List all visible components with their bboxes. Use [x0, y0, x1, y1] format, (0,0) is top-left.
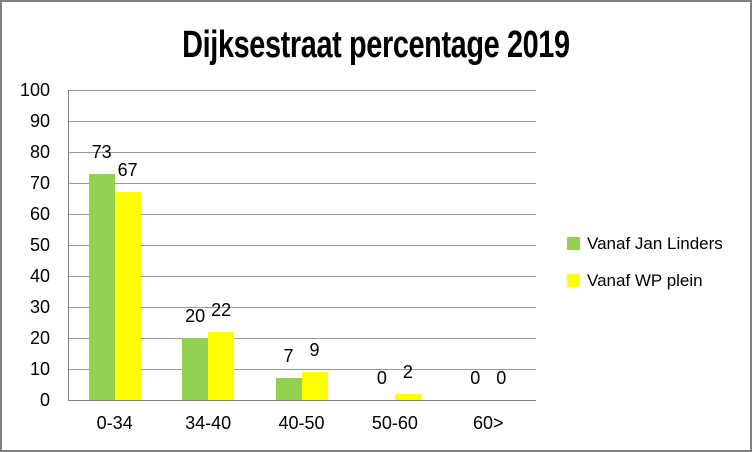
gridline: [69, 276, 536, 277]
bar: [301, 372, 328, 400]
legend-color-swatch-icon: [567, 274, 580, 287]
gridline: [69, 245, 536, 246]
gridline: [69, 183, 536, 184]
data-label: 73: [91, 141, 112, 162]
gridline: [69, 307, 536, 308]
y-tick-label: 40: [29, 266, 50, 286]
bar: [182, 338, 209, 400]
y-tick-label: 0: [39, 390, 50, 410]
plot-area: 73 67 20 22 7 9 0 2 0 0: [68, 90, 536, 401]
gridline: [69, 152, 536, 153]
chart-title: Dijksestraat percentage 2019: [182, 24, 570, 66]
gridline: [69, 214, 536, 215]
gridline: [69, 338, 536, 339]
gridline: [69, 369, 536, 370]
x-tick-label: 34-40: [185, 413, 232, 433]
data-label: 0: [470, 368, 481, 388]
x-tick-label: 0-34: [96, 413, 133, 433]
bar: [114, 192, 141, 400]
data-label: 20: [185, 306, 206, 326]
y-tick-label: 100: [19, 80, 50, 100]
x-tick-label: 40-50: [278, 413, 325, 433]
data-label: 67: [117, 160, 138, 181]
legend-color-swatch-icon: [567, 237, 580, 250]
legend-label: Vanaf WP plein: [587, 271, 703, 290]
y-tick-label: 60: [29, 204, 50, 224]
legend-item-wp-plein: Vanaf WP plein: [567, 271, 703, 290]
y-tick-label: 70: [29, 173, 50, 193]
y-tick-label: 20: [29, 328, 50, 348]
gridline: [69, 121, 536, 122]
x-tick-label: 50-60: [371, 413, 418, 433]
chart-title-row: Dijksestraat percentage 2019: [2, 24, 750, 67]
y-tick-label: 50: [29, 235, 50, 255]
legend-item-jan-linders: Vanaf Jan Linders: [567, 234, 723, 253]
data-label: 0: [376, 368, 387, 388]
bar: [275, 378, 302, 400]
gridline: [69, 90, 536, 91]
data-label: 7: [283, 346, 294, 367]
data-label: 22: [211, 299, 232, 320]
data-label: 9: [309, 340, 320, 361]
y-tick-label: 10: [29, 359, 50, 379]
bar: [208, 331, 235, 400]
data-label: 0: [496, 368, 507, 388]
legend-label: Vanaf Jan Linders: [587, 234, 723, 253]
y-tick-label: 30: [29, 297, 50, 317]
bar: [394, 393, 421, 400]
bar: [88, 173, 115, 400]
y-tick-label: 90: [29, 111, 50, 131]
y-tick-label: 80: [29, 142, 50, 162]
data-label: 2: [402, 361, 413, 382]
x-tick-label: 60>: [473, 413, 504, 433]
